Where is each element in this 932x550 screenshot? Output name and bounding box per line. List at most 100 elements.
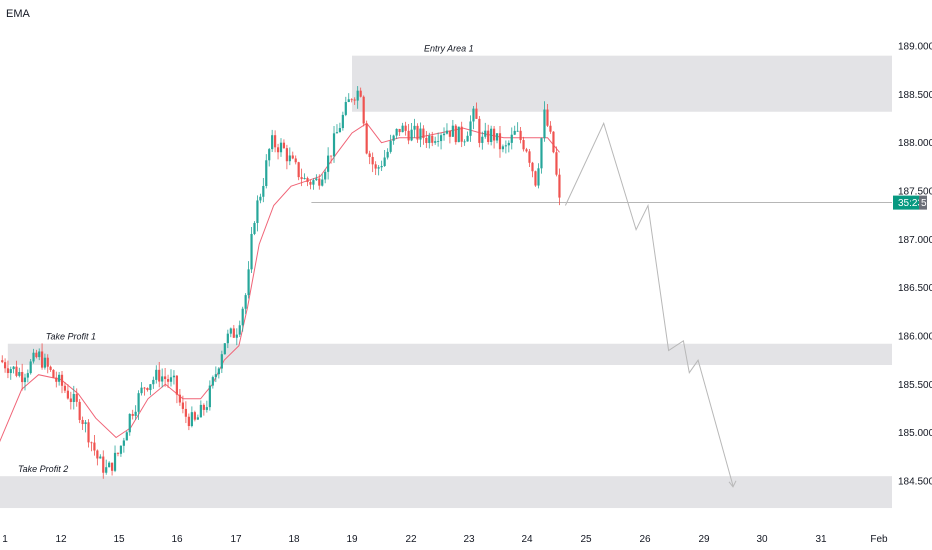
candle[interactable] — [78, 399, 81, 424]
candle[interactable] — [534, 170, 537, 187]
candle[interactable] — [540, 137, 543, 174]
candle[interactable] — [271, 129, 274, 153]
candle[interactable] — [522, 136, 525, 152]
candle[interactable] — [181, 395, 184, 414]
candle[interactable] — [410, 123, 413, 142]
candle[interactable] — [211, 375, 214, 389]
candle[interactable] — [49, 365, 52, 372]
candle[interactable] — [217, 367, 220, 379]
candle[interactable] — [353, 97, 356, 105]
candle[interactable] — [26, 369, 29, 383]
candle[interactable] — [87, 419, 90, 448]
candle[interactable] — [161, 368, 164, 388]
candles-layer[interactable] — [1, 86, 561, 479]
candle[interactable] — [276, 143, 280, 160]
candle[interactable] — [507, 140, 510, 153]
candle[interactable] — [543, 101, 546, 142]
candle[interactable] — [6, 360, 10, 379]
candle[interactable] — [128, 413, 131, 436]
candle[interactable] — [288, 147, 291, 166]
candle[interactable] — [43, 353, 47, 370]
candle[interactable] — [371, 152, 374, 173]
candle[interactable] — [457, 126, 460, 143]
candle[interactable] — [425, 131, 428, 148]
candle[interactable] — [137, 390, 140, 420]
candle[interactable] — [58, 371, 61, 386]
candle[interactable] — [519, 126, 522, 144]
candle[interactable] — [244, 293, 247, 315]
candle[interactable] — [297, 161, 300, 181]
candle[interactable] — [55, 371, 58, 388]
candle[interactable] — [72, 385, 75, 410]
candle[interactable] — [232, 325, 235, 339]
candle[interactable] — [324, 169, 327, 184]
candle[interactable] — [484, 122, 487, 139]
candle[interactable] — [321, 174, 324, 187]
candle[interactable] — [395, 128, 398, 140]
candle[interactable] — [350, 98, 353, 103]
candle[interactable] — [164, 367, 167, 387]
candle[interactable] — [510, 127, 513, 150]
candle[interactable] — [119, 445, 123, 457]
candle[interactable] — [377, 165, 380, 176]
candle[interactable] — [335, 124, 339, 134]
candle[interactable] — [253, 221, 256, 236]
candle[interactable] — [501, 144, 505, 153]
candle[interactable] — [356, 86, 359, 109]
candle[interactable] — [445, 123, 449, 135]
candle[interactable] — [268, 147, 271, 167]
candle[interactable] — [490, 125, 493, 146]
candle[interactable] — [401, 122, 404, 133]
candle[interactable] — [279, 138, 283, 157]
candle[interactable] — [265, 154, 268, 189]
candle[interactable] — [368, 150, 371, 165]
candle[interactable] — [419, 122, 422, 148]
candle[interactable] — [235, 328, 238, 346]
candle[interactable] — [428, 132, 431, 149]
candle[interactable] — [478, 116, 481, 148]
candle[interactable] — [448, 130, 452, 144]
candle[interactable] — [362, 95, 365, 127]
candle[interactable] — [63, 381, 67, 393]
candle[interactable] — [172, 370, 176, 385]
candle[interactable] — [190, 406, 193, 428]
candle[interactable] — [460, 121, 463, 148]
candle[interactable] — [149, 383, 152, 396]
candle[interactable] — [537, 163, 540, 189]
candle[interactable] — [214, 366, 217, 383]
candle[interactable] — [294, 155, 297, 165]
candle[interactable] — [451, 119, 454, 137]
candle[interactable] — [158, 361, 161, 388]
candle[interactable] — [407, 124, 410, 145]
candle[interactable] — [32, 348, 35, 364]
candle[interactable] — [125, 430, 128, 441]
candle[interactable] — [46, 354, 49, 374]
candle[interactable] — [347, 93, 350, 103]
candle[interactable] — [389, 134, 392, 154]
candle[interactable] — [516, 122, 519, 132]
candle[interactable] — [134, 405, 137, 420]
candle[interactable] — [169, 369, 173, 387]
candle[interactable] — [143, 386, 146, 396]
candle[interactable] — [398, 128, 401, 137]
candle[interactable] — [492, 125, 496, 149]
candle[interactable] — [35, 349, 38, 359]
candle[interactable] — [38, 348, 41, 361]
candle[interactable] — [525, 147, 528, 153]
candle[interactable] — [66, 384, 69, 400]
candle[interactable] — [102, 450, 105, 479]
candle[interactable] — [229, 327, 232, 338]
candle[interactable] — [9, 366, 12, 380]
candle[interactable] — [247, 261, 250, 299]
candle[interactable] — [431, 131, 434, 147]
candle[interactable] — [96, 449, 99, 466]
candle[interactable] — [513, 125, 516, 136]
candle[interactable] — [469, 115, 472, 142]
candle[interactable] — [29, 359, 32, 375]
candle[interactable] — [303, 173, 306, 180]
candle[interactable] — [291, 151, 294, 160]
candle[interactable] — [256, 195, 259, 232]
candle[interactable] — [18, 367, 21, 378]
candle[interactable] — [108, 461, 111, 468]
candle[interactable] — [380, 160, 383, 172]
